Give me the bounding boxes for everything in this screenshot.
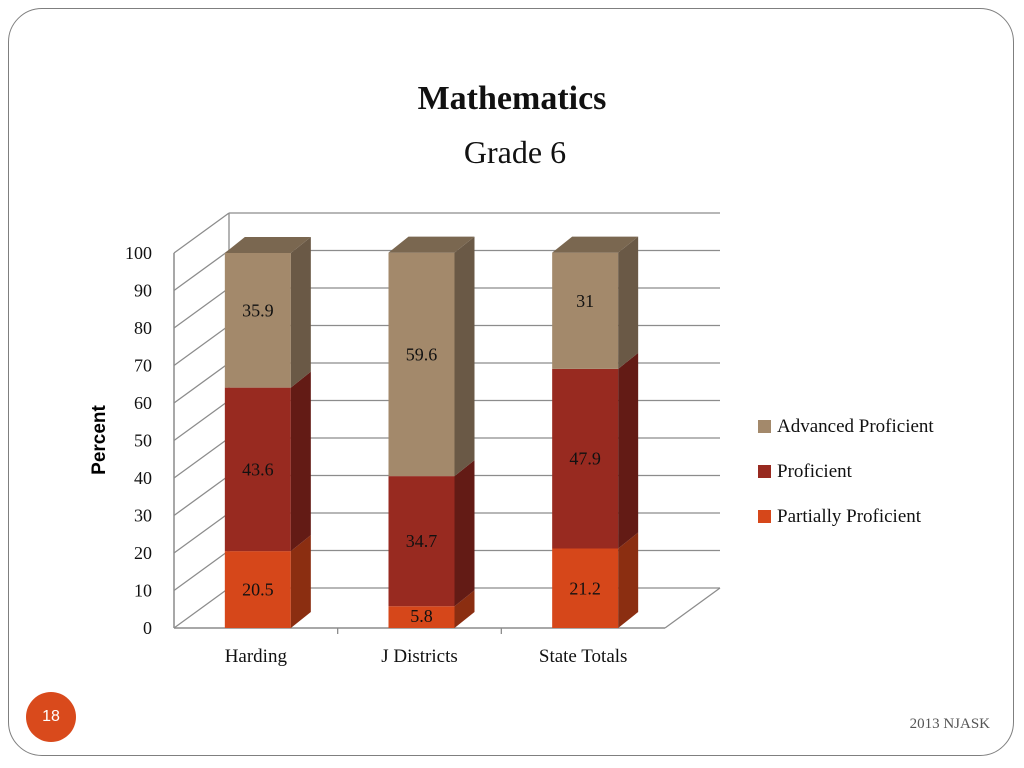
y-tick-label: 0 (143, 618, 152, 638)
bar-segment (388, 476, 455, 607)
data-label: 59.6 (406, 344, 438, 364)
data-label: 34.7 (406, 531, 438, 551)
data-label: 35.9 (242, 300, 274, 320)
y-tick-label: 40 (134, 468, 152, 488)
y-tick-label: 80 (134, 318, 152, 338)
y-tick-label: 10 (134, 581, 152, 601)
y-axis-label: Percent (89, 404, 110, 474)
gridline-side (173, 512, 230, 554)
legend-swatch (758, 420, 771, 433)
bar-segment (552, 368, 619, 549)
bar-segment-side (454, 590, 475, 628)
gridline-side (173, 287, 230, 329)
gridline-side (173, 362, 230, 404)
bar-segment-side (618, 236, 639, 369)
bar-segment (388, 252, 455, 477)
bar-segment (552, 548, 619, 628)
y-tick-label: 100 (125, 243, 152, 263)
legend-label: Partially Proficient (777, 505, 922, 527)
data-label: 20.5 (242, 580, 274, 600)
legend-swatch (758, 465, 771, 478)
bar-segment (224, 387, 291, 552)
bar-segment (224, 551, 291, 628)
bar-segment-side (618, 352, 639, 549)
slide-frame (8, 8, 1014, 756)
footer-text: 2013 NJASK (909, 716, 990, 732)
y-tick-label: 30 (134, 506, 152, 526)
bar-segment (388, 606, 455, 628)
bar-segment (224, 253, 291, 388)
chart-title: Mathematics (417, 80, 607, 117)
y-tick-label: 70 (134, 356, 152, 376)
bar-top (224, 237, 311, 253)
bar-top (552, 236, 639, 253)
y-tick-label: 60 (134, 393, 152, 413)
gridline-side (173, 549, 230, 592)
legend-swatch (758, 510, 771, 523)
y-tick-label: 20 (134, 543, 152, 563)
chart-legend: Advanced Proficient Proficient Partially P… (758, 404, 934, 539)
floor-right (664, 587, 721, 629)
data-label: 47.9 (569, 449, 601, 469)
gridline-side (173, 399, 230, 442)
floor-side (173, 587, 230, 629)
legend-label: Proficient (777, 460, 852, 482)
data-label: 5.8 (410, 606, 433, 626)
gridline-side (173, 249, 230, 292)
page-number-badge: 18 (26, 692, 76, 742)
bar-segment-side (290, 237, 311, 388)
legend-item: Advanced Proficient (758, 404, 934, 449)
bar-segment-side (454, 460, 475, 607)
bar-segment-side (290, 535, 311, 628)
gridline-side (173, 474, 230, 517)
legend-label: Advanced Proficient (777, 415, 934, 437)
legend-item: Proficient (758, 449, 934, 494)
bar-segment (552, 252, 619, 369)
data-label: 43.6 (242, 459, 274, 479)
x-tick-label: Harding (225, 646, 288, 667)
bar-top (388, 236, 475, 253)
data-label: 21.2 (569, 578, 601, 598)
bar-segment-side (290, 371, 311, 552)
gridline-side (173, 437, 230, 479)
y-tick-label: 50 (134, 431, 152, 451)
chart-subtitle: Grade 6 (463, 134, 567, 170)
x-tick-label: State Totals (539, 646, 628, 667)
y-tick-label: 90 (134, 281, 152, 301)
bar-segment-side (618, 532, 639, 628)
x-tick-label: J Districts (381, 646, 458, 667)
bar-segment-side (454, 236, 475, 477)
gridline-side (173, 212, 230, 254)
data-label: 31 (576, 291, 594, 311)
gridline-side (173, 324, 230, 367)
legend-item: Partially Proficient (758, 494, 934, 539)
